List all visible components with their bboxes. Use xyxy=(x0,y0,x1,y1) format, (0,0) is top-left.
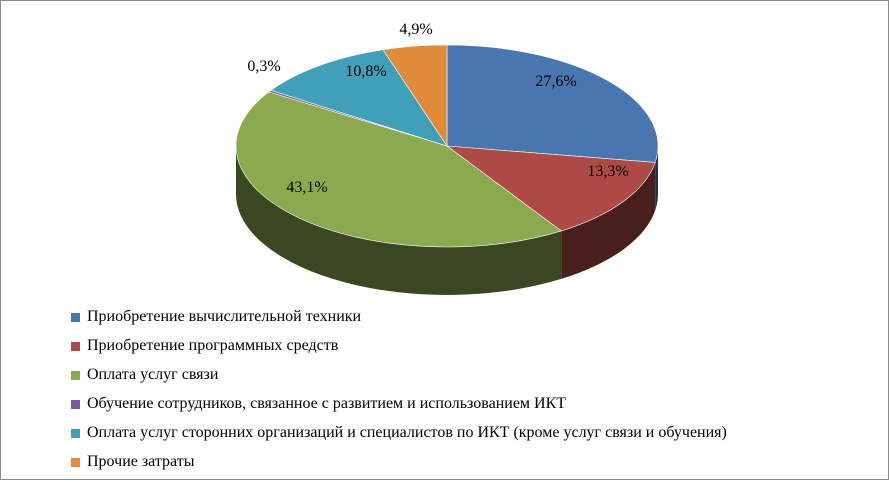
pie-data-labels: 27,6% 13,3% 43,1% 0,3% 10,8% 4,9% xyxy=(247,21,628,196)
legend-swatch-icon xyxy=(71,400,80,409)
legend-swatch-icon xyxy=(71,429,80,438)
pie-slice xyxy=(445,145,656,232)
legend-item: Прочие затраты xyxy=(71,453,727,482)
legend-swatch-icon xyxy=(71,458,80,467)
data-label: 27,6% xyxy=(535,73,576,90)
legend-item: Оплата услуг сторонних организаций и спе… xyxy=(71,424,727,453)
legend-label: Приобретение программных средств xyxy=(87,337,339,354)
pie-side-wall xyxy=(655,146,658,211)
pie-side-wall xyxy=(236,146,562,295)
data-label: 10,8% xyxy=(345,63,386,80)
data-label: 43,1% xyxy=(286,179,327,196)
pie-slice xyxy=(270,49,448,147)
legend-item: Оплата услуг связи xyxy=(71,366,727,395)
data-label: 0,3% xyxy=(247,58,280,75)
legend-label: Прочие затраты xyxy=(87,453,195,470)
pie-slice xyxy=(235,91,562,248)
legend-label: Оплата услуг связи xyxy=(87,366,219,383)
legend-label: Обучение сотрудников, связанное с развит… xyxy=(87,395,567,412)
legend-item: Обучение сотрудников, связанное с развит… xyxy=(71,395,727,424)
chart-legend: Приобретение вычислительной техники Прио… xyxy=(71,308,727,482)
legend-label: Приобретение вычислительной техники xyxy=(87,308,362,325)
pie-slice xyxy=(382,44,448,147)
pie-slice xyxy=(446,44,659,163)
pie-side-wall xyxy=(561,162,656,279)
legend-swatch-icon xyxy=(71,342,80,351)
pie-slices xyxy=(235,44,659,248)
legend-swatch-icon xyxy=(71,371,80,380)
legend-label: Оплата услуг сторонних организаций и спе… xyxy=(87,424,727,441)
data-label: 13,3% xyxy=(587,163,628,180)
data-label: 4,9% xyxy=(399,21,432,38)
legend-item: Приобретение программных средств xyxy=(71,337,727,366)
pie-depth-sides xyxy=(236,146,658,295)
legend-swatch-icon xyxy=(71,313,80,322)
legend-item: Приобретение вычислительной техники xyxy=(71,308,727,337)
